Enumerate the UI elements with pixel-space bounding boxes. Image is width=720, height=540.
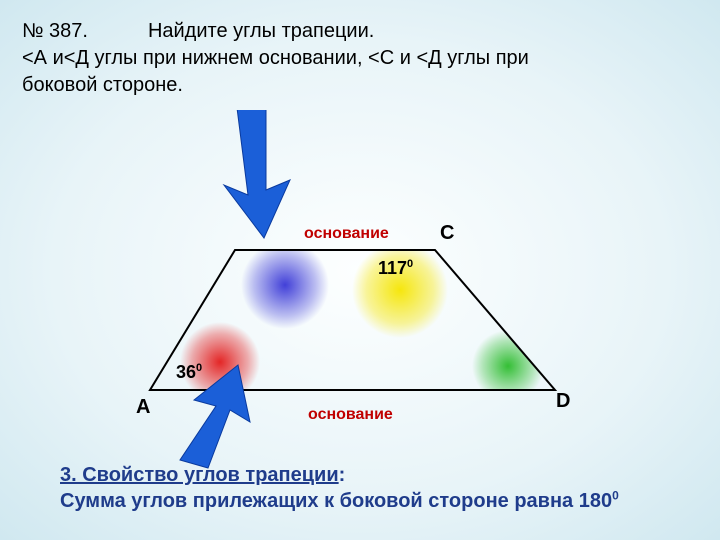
angle-C-label: 1170	[378, 258, 413, 279]
vertex-D-label: D	[556, 390, 570, 413]
problem-line2: <А и<Д углы при нижнем основании, <С и <…	[22, 45, 529, 72]
blob-blue	[241, 241, 329, 329]
problem-text: № 387. Найдите углы трапеции. <А и<Д углы…	[22, 18, 529, 99]
property-text: 3. Свойство углов трапеции: Сумма углов …	[60, 462, 619, 514]
angle-A-label: 360	[176, 362, 202, 383]
property-body: Сумма углов прилежащих к боковой стороне…	[60, 490, 612, 512]
problem-number: № 387.	[22, 20, 88, 42]
problem-title: Найдите углы трапеции.	[148, 20, 374, 42]
blob-yellow	[352, 242, 448, 338]
property-heading: 3. Свойство углов трапеции	[60, 464, 339, 486]
top-base-label: основание	[304, 225, 389, 243]
trapezoid-diagram: А С D основание основание 360 1170	[80, 110, 640, 450]
vertex-C-label: С	[440, 222, 454, 245]
problem-line3: боковой стороне.	[22, 72, 529, 99]
arrow-top	[224, 110, 290, 238]
bottom-base-label: основание	[308, 406, 393, 424]
vertex-A-label: А	[136, 396, 150, 419]
